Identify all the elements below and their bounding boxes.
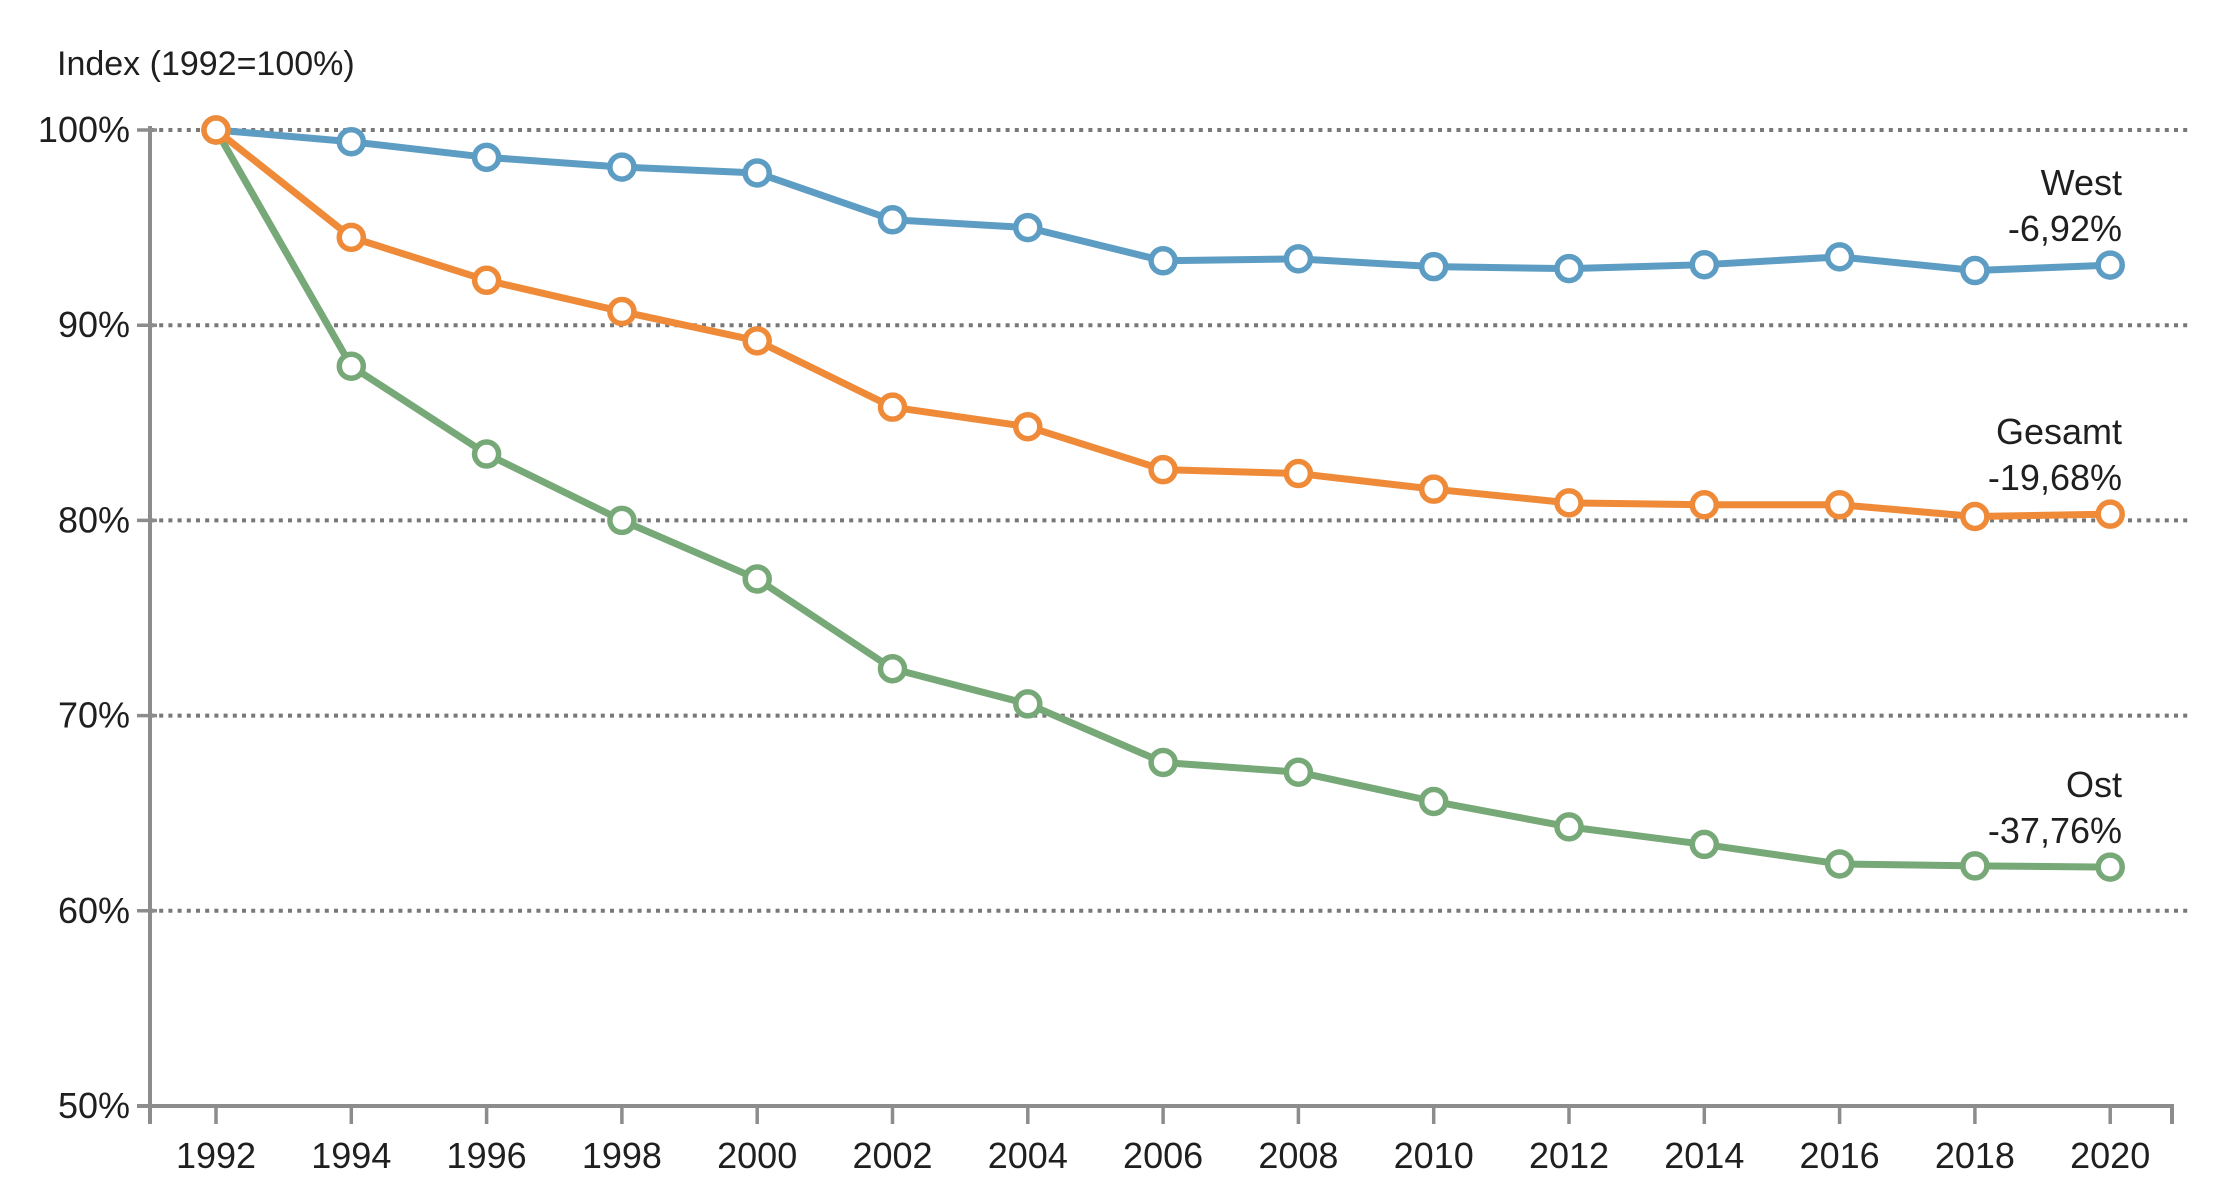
series-west-marker-2002 (877, 205, 908, 235)
series-west-marker-2008 (1283, 244, 1314, 274)
x-axis-label-2002: 2002 (852, 1135, 932, 1176)
series-delta-ost: -37,76% (1988, 810, 2122, 851)
x-axis-label-1994: 1994 (311, 1135, 391, 1176)
series-gesamt-marker-1992 (201, 115, 231, 145)
series-ost-marker-2014 (1689, 829, 1720, 860)
series-label-gesamt: Gesamt (1996, 411, 2122, 452)
series-gesamt-marker-2014 (1689, 490, 1720, 520)
x-axis-label-2016: 2016 (1800, 1135, 1880, 1176)
series-label-ost: Ost (2066, 764, 2122, 805)
series-gesamt-marker-2020 (2095, 499, 2125, 529)
series-gesamt-marker-1996 (471, 265, 502, 296)
y-axis-label-70: 70% (58, 695, 130, 736)
series-west-marker-2012 (1554, 253, 1584, 284)
x-axis-label-2018: 2018 (1935, 1135, 2015, 1176)
series-ost-marker-2012 (1554, 812, 1584, 842)
x-axis-label-2006: 2006 (1123, 1135, 1203, 1176)
series-gesamt-marker-1994 (336, 222, 367, 253)
x-axis-label-2012: 2012 (1529, 1135, 1609, 1176)
series-ost-marker-2010 (1418, 786, 1449, 817)
x-axis-label-2004: 2004 (988, 1135, 1068, 1176)
y-axis-label-80: 80% (58, 499, 130, 540)
x-axis-label-2020: 2020 (2070, 1135, 2150, 1176)
series-west-marker-2004 (1013, 212, 1043, 243)
series-ost-marker-1998 (607, 505, 637, 536)
x-axis-label-1998: 1998 (582, 1135, 662, 1176)
x-axis-label-1992: 1992 (176, 1135, 256, 1176)
series-gesamt-marker-2012 (1554, 488, 1584, 518)
series-ost-marker-2008 (1283, 757, 1314, 787)
y-axis-label-90: 90% (58, 304, 130, 345)
series-ost-marker-2020 (2095, 852, 2125, 882)
y-axis-label-50: 50% (58, 1085, 130, 1126)
series-gesamt-marker-2008 (1283, 458, 1314, 489)
series-ost-marker-2016 (1824, 849, 1855, 879)
series-west-marker-1996 (471, 142, 502, 173)
chart-title: Index (1992=100%) (57, 45, 355, 83)
y-axis-label-100: 100% (38, 109, 130, 150)
series-west-marker-1998 (607, 152, 637, 182)
series-west-marker-2016 (1824, 242, 1855, 272)
series-west-marker-2014 (1689, 249, 1720, 280)
series-ost-marker-2004 (1013, 689, 1043, 719)
series-delta-west: -6,92% (2008, 208, 2122, 249)
series-ost-marker-2018 (1960, 851, 1990, 881)
axes-group (137, 126, 2174, 1124)
axis-labels-group: West -6,92% Ost -37,76% Gesamt -19,68% 100% 90%… (38, 109, 2150, 1176)
x-axis-label-2000: 2000 (717, 1135, 797, 1176)
y-axis-label-60: 60% (58, 890, 130, 931)
series-gesamt-marker-1998 (607, 296, 637, 327)
x-axis-label-2014: 2014 (1664, 1135, 1744, 1176)
series-west-marker-2000 (742, 158, 772, 188)
x-axis-label-2010: 2010 (1394, 1135, 1474, 1176)
series-gesamt-marker-2002 (877, 392, 908, 422)
series-west-marker-2020 (2095, 250, 2125, 280)
series-west-marker-2018 (1960, 255, 1990, 286)
series-gesamt-marker-2018 (1960, 501, 1990, 532)
series-gesamt-marker-2016 (1824, 490, 1855, 520)
series-delta-gesamt: -19,68% (1988, 457, 2122, 498)
gridlines-group (150, 128, 2192, 913)
series-gesamt-marker-2010 (1418, 474, 1449, 504)
series-ost-marker-2006 (1148, 747, 1178, 778)
series-ost-marker-1994 (336, 351, 367, 381)
series-ost-marker-2000 (742, 564, 772, 594)
series-gesamt-marker-2006 (1148, 454, 1178, 485)
series-label-west: West (2041, 162, 2122, 203)
series-west-marker-2010 (1418, 251, 1449, 282)
series-gesamt-marker-2004 (1013, 411, 1043, 442)
series-gesamt-marker-2000 (742, 326, 772, 356)
series-ost-marker-1996 (471, 439, 502, 469)
series-west-marker-1994 (336, 126, 367, 157)
series-group (201, 115, 2125, 882)
series-ost-marker-2002 (877, 654, 908, 684)
x-axis-label-1996: 1996 (447, 1135, 527, 1176)
x-axis-label-2008: 2008 (1258, 1135, 1338, 1176)
series-west-marker-2006 (1148, 246, 1178, 276)
